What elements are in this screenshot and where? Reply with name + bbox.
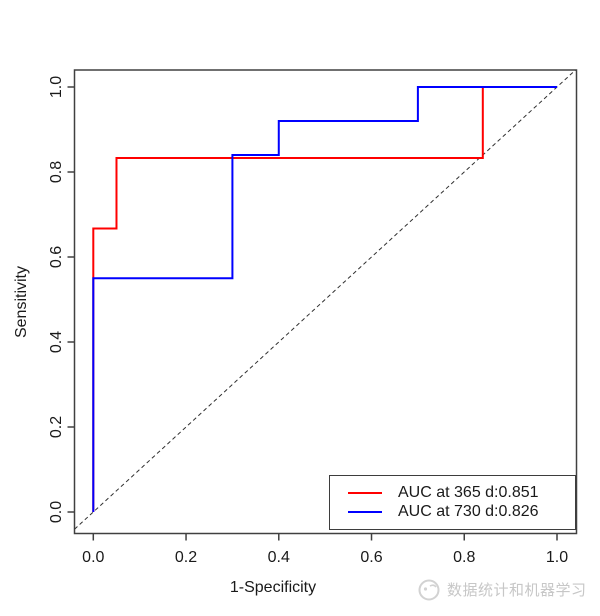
x-axis-tick-label: 0.0 xyxy=(82,549,104,566)
watermark: 数据统计和机器学习 xyxy=(416,576,587,602)
legend-row-365: AUC at 365 d:0.851 xyxy=(330,483,575,502)
y-axis-tick-label: 1.0 xyxy=(48,76,65,98)
legend-line-sample-red xyxy=(348,491,382,494)
legend-line-sample-blue xyxy=(348,510,382,513)
y-axis-tick-label: 0.2 xyxy=(48,416,65,438)
x-axis-title: 1-Specificity xyxy=(229,579,317,596)
legend: AUC at 365 d:0.851 AUC at 730 d:0.826 xyxy=(329,475,576,530)
y-axis-tick-label: 0.0 xyxy=(48,501,65,523)
legend-label-730: AUC at 730 d:0.826 xyxy=(398,502,539,520)
watermark-logo-icon xyxy=(416,576,442,602)
x-axis-tick-label: 0.6 xyxy=(360,549,382,566)
legend-label-365: AUC at 365 d:0.851 xyxy=(398,483,539,501)
x-axis-tick-label: 0.4 xyxy=(268,549,290,566)
x-axis-tick-label: 0.8 xyxy=(453,549,475,566)
x-axis-tick-label: 1.0 xyxy=(546,549,568,566)
reference-diagonal-line xyxy=(74,69,576,530)
y-axis-tick-label: 0.6 xyxy=(48,246,65,268)
x-axis-tick-label: 0.2 xyxy=(175,549,197,566)
y-axis-title: Sensitivity xyxy=(13,265,30,339)
y-axis-tick-label: 0.8 xyxy=(48,161,65,183)
watermark-text: 数据统计和机器学习 xyxy=(447,581,587,599)
legend-row-730: AUC at 730 d:0.826 xyxy=(330,502,575,521)
plot-box xyxy=(73,69,578,535)
y-axis-tick-label: 0.4 xyxy=(48,331,65,353)
roc-curve-730d xyxy=(92,86,557,512)
